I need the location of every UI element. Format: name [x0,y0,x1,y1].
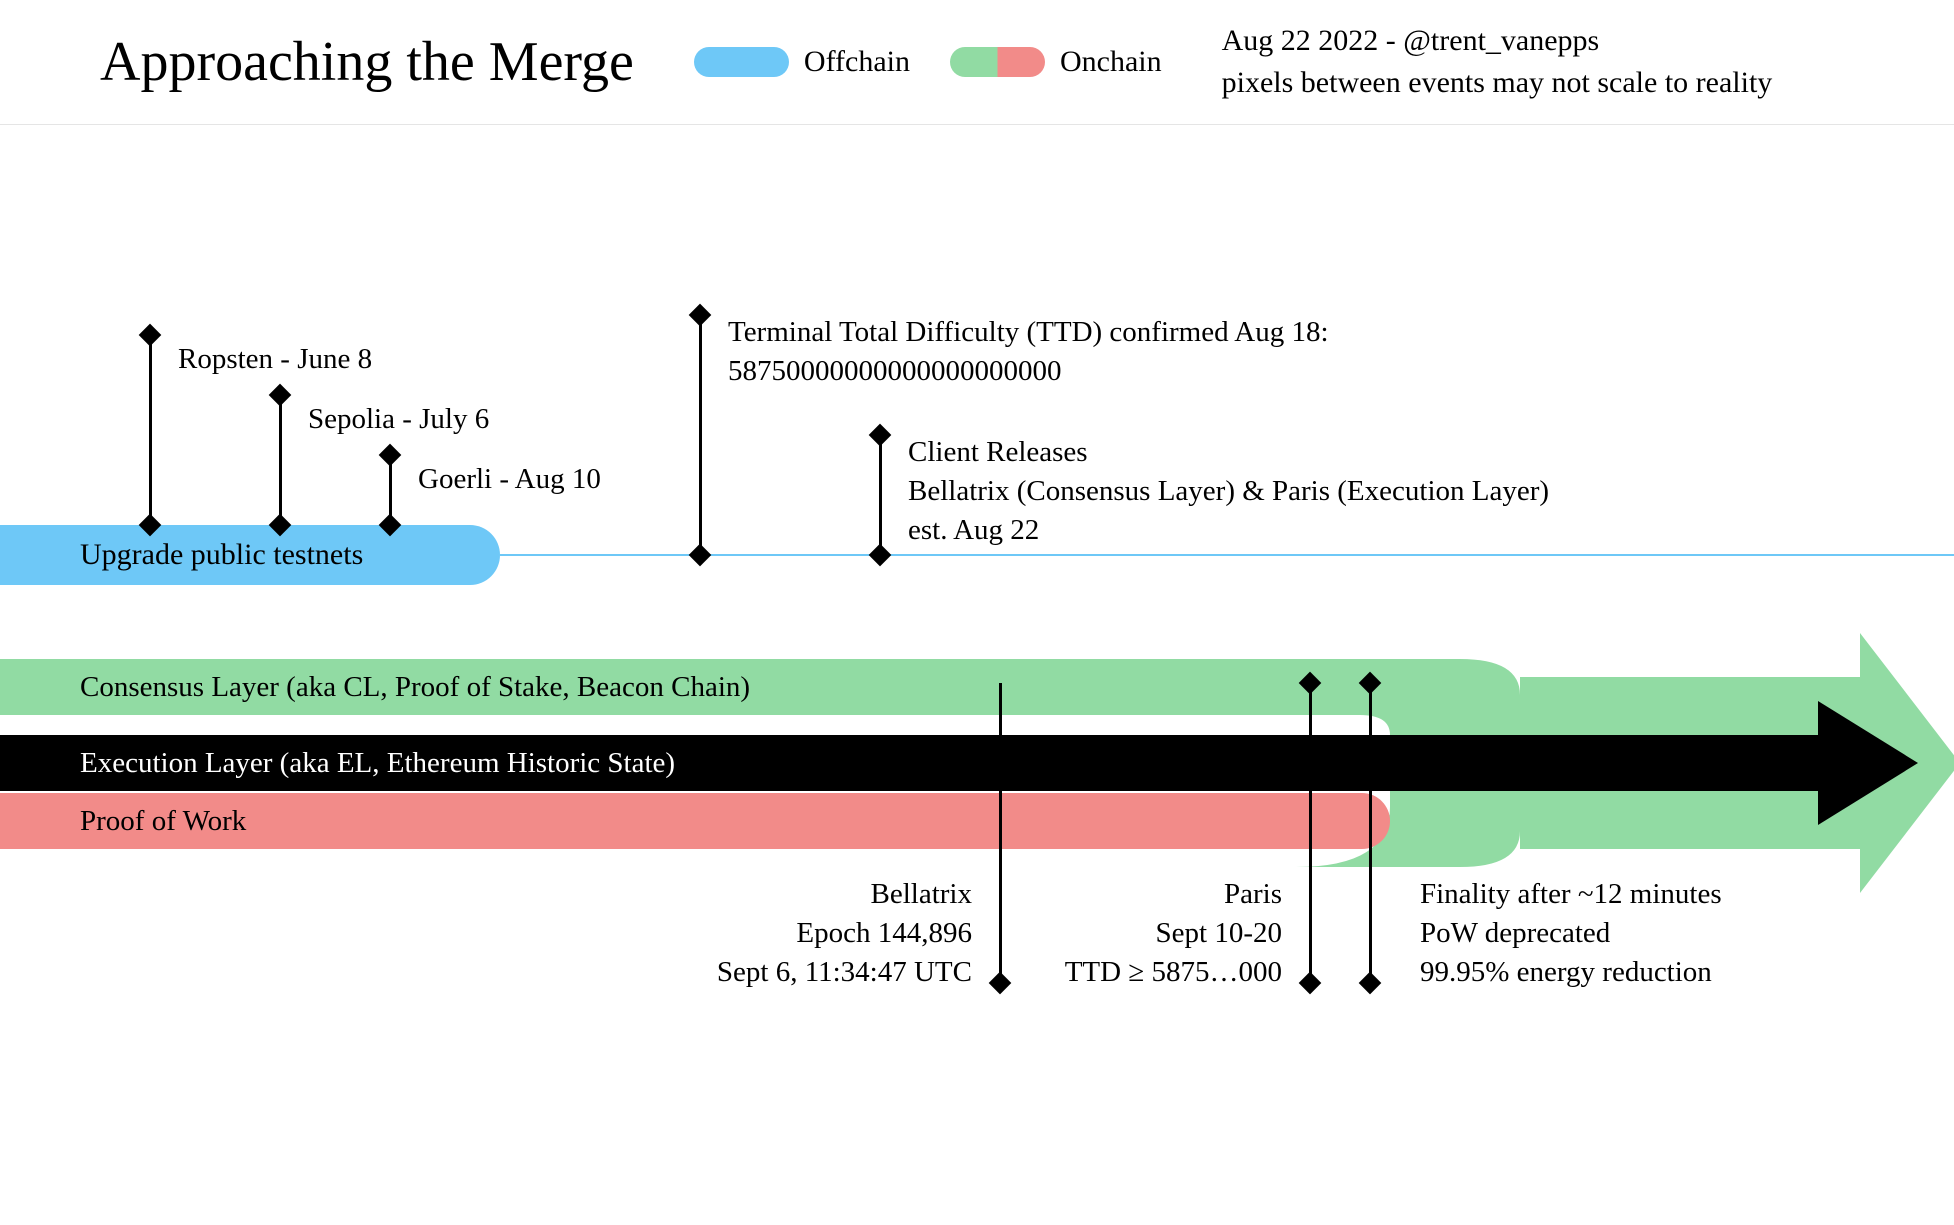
legend-offchain: Offchain [694,45,910,79]
meta-line-1: Aug 22 2022 - @trent_vanepps [1222,20,1773,62]
offchain-pill-icon [694,47,789,77]
marker-line [1369,683,1372,983]
legend-onchain: Onchain [950,45,1162,79]
pow-bar: Proof of Work [0,793,1390,849]
timeline-canvas: Upgrade public testnets Ropsten - June 8… [0,125,1954,1225]
onchain-event-label: ParisSept 10-20TTD ≥ 5875…000 [862,875,1282,992]
legend-onchain-label: Onchain [1060,45,1162,79]
execution-layer-bar: Execution Layer (aka EL, Ethereum Histor… [0,735,1820,791]
execution-layer-label: Execution Layer (aka EL, Ethereum Histor… [80,747,675,780]
header-meta: Aug 22 2022 - @trent_vanepps pixels betw… [1222,20,1773,104]
page-title: Approaching the Merge [100,30,634,94]
marker-line [1309,683,1312,983]
meta-line-2: pixels between events may not scale to r… [1222,62,1773,104]
header: Approaching the Merge Offchain Onchain A… [0,0,1954,125]
black-arrow-head-icon [1818,701,1928,825]
pow-label: Proof of Work [80,805,246,838]
onchain-pill-icon [950,47,1045,77]
legend: Offchain Onchain [694,45,1162,79]
onchain-event-label: Finality after ~12 minutesPoW deprecated… [1420,875,1840,992]
legend-offchain-label: Offchain [804,45,910,79]
